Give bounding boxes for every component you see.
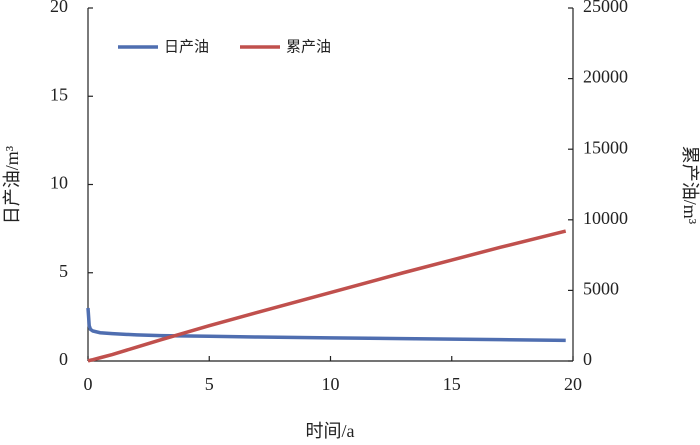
y-tick-label: 5 [59,261,68,281]
y2-tick-label: 25000 [583,0,628,16]
y-tick-label: 0 [59,349,68,369]
series-line [86,307,566,343]
series-line [87,229,567,363]
y2-axis-label: 累产油/m³ [680,146,700,225]
y-tick-label: 20 [50,0,68,16]
x-tick-label: 20 [564,374,582,394]
x-axis-label: 时间/a [306,421,355,441]
y-axis-label: 日产油/m³ [2,145,22,224]
x-tick-label: 15 [443,374,461,394]
y2-tick-label: 0 [583,349,592,369]
legend-label: 日产油 [164,38,209,56]
y-tick-label: 15 [50,84,68,104]
y2-tick-label: 10000 [583,208,628,228]
x-tick-label: 10 [322,374,340,394]
y-tick-label: 10 [50,173,68,193]
legend-label: 累产油 [286,38,331,56]
x-tick-label: 5 [205,374,214,394]
x-tick-label: 0 [84,374,93,394]
y2-tick-label: 5000 [583,279,619,299]
y2-tick-label: 20000 [583,67,628,87]
y2-tick-label: 15000 [583,137,628,157]
